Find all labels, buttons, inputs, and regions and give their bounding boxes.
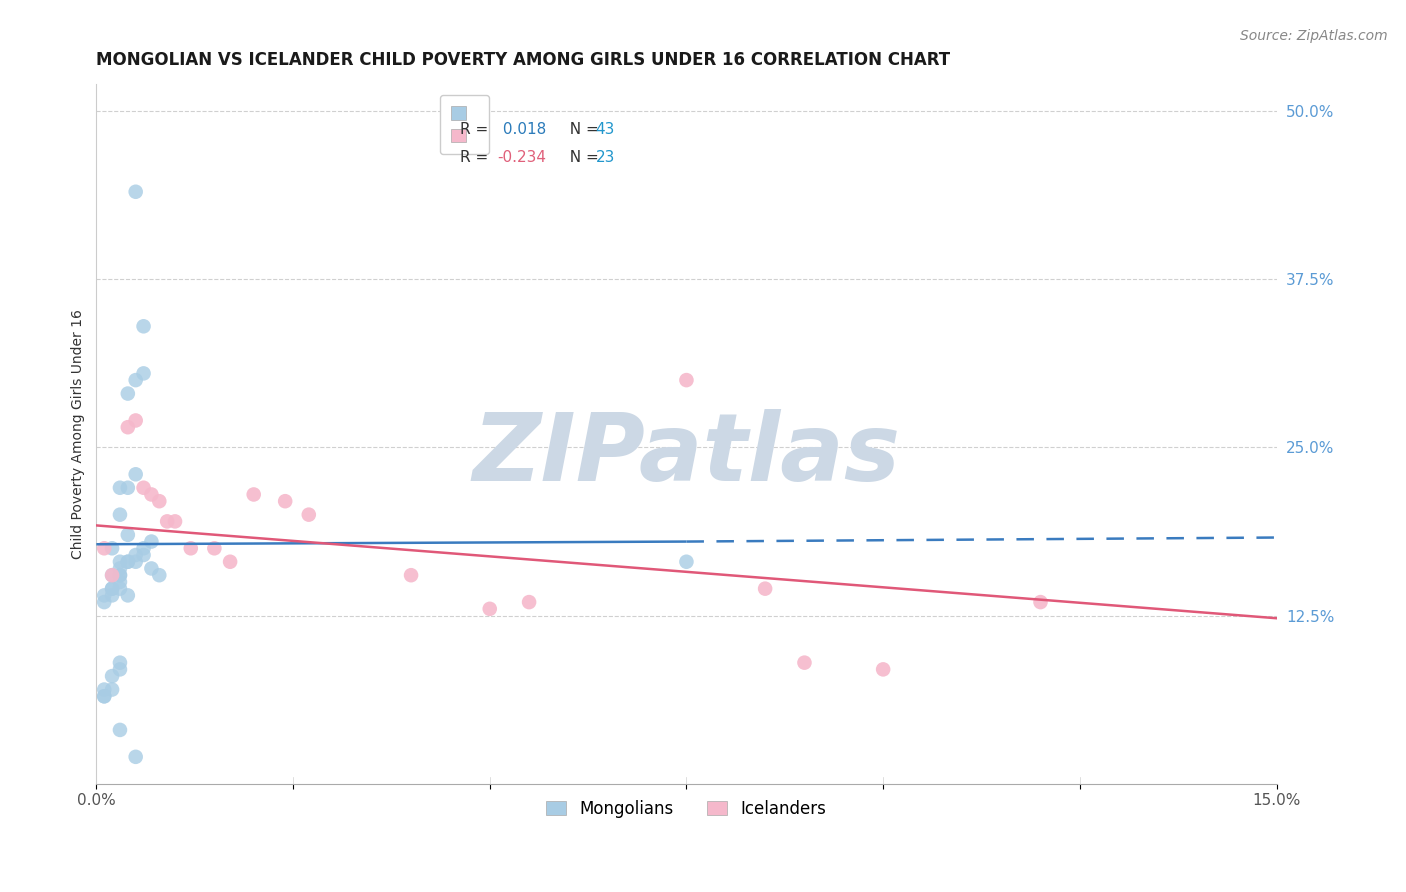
Point (108, 555, 131, 569)
Point (108, 662, 131, 676)
Text: N =: N = (560, 122, 603, 137)
Point (1029, 595, 1052, 609)
Point (872, 662, 894, 676)
Point (202, 541, 225, 556)
Point (793, 656, 815, 670)
Point (108, 568, 131, 582)
Point (163, 515, 186, 529)
Point (108, 561, 131, 575)
Text: R =: R = (460, 122, 494, 137)
Point (156, 515, 179, 529)
Point (125, 373, 148, 387)
Point (93, 588, 115, 602)
Text: 0.018: 0.018 (498, 122, 546, 137)
Point (517, 595, 540, 609)
Text: 43: 43 (596, 122, 614, 137)
Point (141, 487, 163, 501)
Point (132, 481, 155, 495)
Point (101, 682, 124, 697)
Text: MONGOLIAN VS ICELANDER CHILD POVERTY AMONG GIRLS UNDER 16 CORRELATION CHART: MONGOLIAN VS ICELANDER CHILD POVERTY AMO… (97, 51, 950, 69)
Text: Source: ZipAtlas.com: Source: ZipAtlas.com (1240, 29, 1388, 43)
Text: 23: 23 (596, 150, 614, 165)
Point (148, 494, 170, 508)
Point (117, 481, 139, 495)
Point (117, 555, 139, 569)
Point (93, 690, 115, 704)
Point (132, 548, 155, 562)
Point (125, 185, 148, 199)
Point (141, 534, 163, 549)
Text: ZIPatlas: ZIPatlas (472, 409, 900, 501)
Point (101, 568, 124, 582)
Point (108, 574, 131, 589)
Point (108, 508, 131, 522)
Point (108, 568, 131, 582)
Y-axis label: Child Poverty Among Girls Under 16: Child Poverty Among Girls Under 16 (72, 309, 86, 559)
Text: R =: R = (460, 150, 494, 165)
Point (93, 541, 115, 556)
Point (117, 420, 139, 434)
Point (93, 682, 115, 697)
Point (93, 690, 115, 704)
Point (117, 386, 139, 401)
Point (478, 602, 501, 616)
Point (101, 541, 124, 556)
Point (242, 487, 264, 501)
Point (132, 541, 155, 556)
Point (754, 582, 776, 596)
Point (675, 373, 697, 387)
Point (399, 568, 422, 582)
Point (101, 588, 124, 602)
Point (108, 481, 131, 495)
Point (125, 467, 148, 482)
Point (93, 595, 115, 609)
Point (117, 588, 139, 602)
Point (117, 528, 139, 542)
Point (298, 508, 321, 522)
Point (101, 669, 124, 683)
Point (108, 656, 131, 670)
Point (101, 582, 124, 596)
Point (125, 413, 148, 427)
Point (148, 568, 170, 582)
Point (108, 723, 131, 737)
Point (132, 367, 155, 381)
Point (101, 582, 124, 596)
Point (108, 582, 131, 596)
Point (117, 555, 139, 569)
Point (274, 494, 297, 508)
Point (132, 319, 155, 334)
Text: -0.234: -0.234 (498, 150, 547, 165)
Point (141, 561, 163, 575)
Legend: Mongolians, Icelanders: Mongolians, Icelanders (540, 793, 834, 824)
Point (125, 749, 148, 764)
Text: N =: N = (560, 150, 603, 165)
Point (180, 541, 202, 556)
Point (675, 555, 697, 569)
Point (125, 555, 148, 569)
Point (219, 555, 242, 569)
Point (101, 568, 124, 582)
Point (125, 548, 148, 562)
